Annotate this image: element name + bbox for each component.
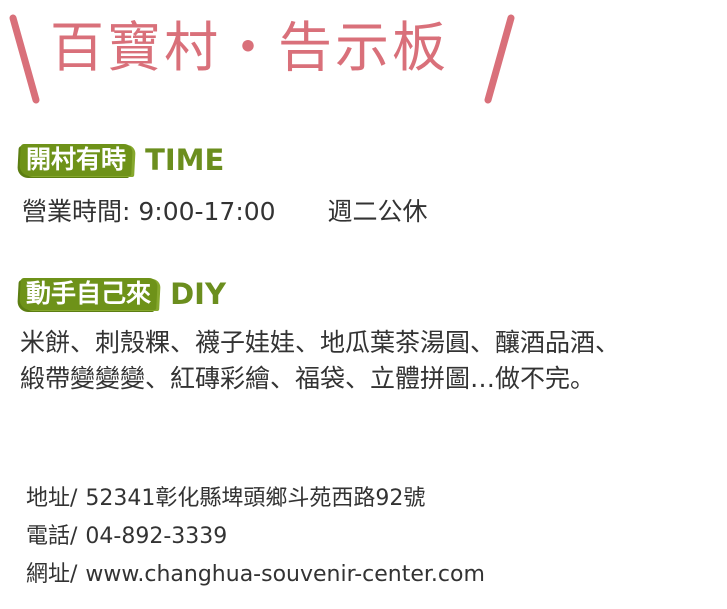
slash-decoration-right-icon — [484, 14, 515, 104]
page-title: 百寶村・告示板 — [50, 16, 449, 79]
diy-section-heading: 動手自己來 DIY — [19, 277, 226, 314]
hours-heading-zh: 開村有時 — [26, 145, 127, 174]
hours-info: 營業時間: 9:00-17:00 週二公休 — [22, 194, 428, 230]
contact-info: 地址/52341彰化縣埤頭鄉斗苑西路92號 電話/04-892-3339 網址/… — [26, 480, 485, 594]
diy-activities-line-1: 米餅、刺殼粿、襪子娃娃、地瓜葉茶湯圓、釀酒品酒、 — [20, 328, 621, 357]
closed-day-text: 週二公休 — [327, 197, 428, 226]
diy-heading-badge: 動手自己來 — [19, 278, 158, 310]
address-label: 地址/ — [26, 486, 78, 511]
hours-section-heading: 開村有時 TIME — [19, 143, 225, 180]
opening-hours-text: 營業時間: 9:00-17:00 — [22, 197, 276, 226]
phone-label: 電話/ — [26, 524, 78, 549]
hours-heading-en: TIME — [145, 143, 225, 177]
website-value: www.changhua-souvenir-center.com — [85, 562, 485, 587]
phone-row: 電話/04-892-3339 — [26, 518, 485, 556]
diy-activities-list: 米餅、刺殼粿、襪子娃娃、地瓜葉茶湯圓、釀酒品酒、 緞帶變變變、紅磚彩繪、福袋、立… — [20, 325, 725, 397]
diy-heading-en: DIY — [170, 277, 226, 311]
hours-heading-badge: 開村有時 — [19, 144, 133, 176]
website-row: 網址/www.changhua-souvenir-center.com — [26, 556, 485, 594]
notice-board-header: 百寶村・告示板 — [0, 0, 727, 110]
address-row: 地址/52341彰化縣埤頭鄉斗苑西路92號 — [26, 480, 485, 518]
diy-heading-zh: 動手自己來 — [26, 279, 152, 308]
slash-decoration-left-icon — [9, 14, 40, 104]
phone-value: 04-892-3339 — [85, 524, 228, 549]
website-label: 網址/ — [26, 562, 78, 587]
diy-activities-line-2: 緞帶變變變、紅磚彩繪、福袋、立體拼圖…做不完。 — [20, 364, 596, 393]
address-value: 52341彰化縣埤頭鄉斗苑西路92號 — [85, 486, 426, 511]
